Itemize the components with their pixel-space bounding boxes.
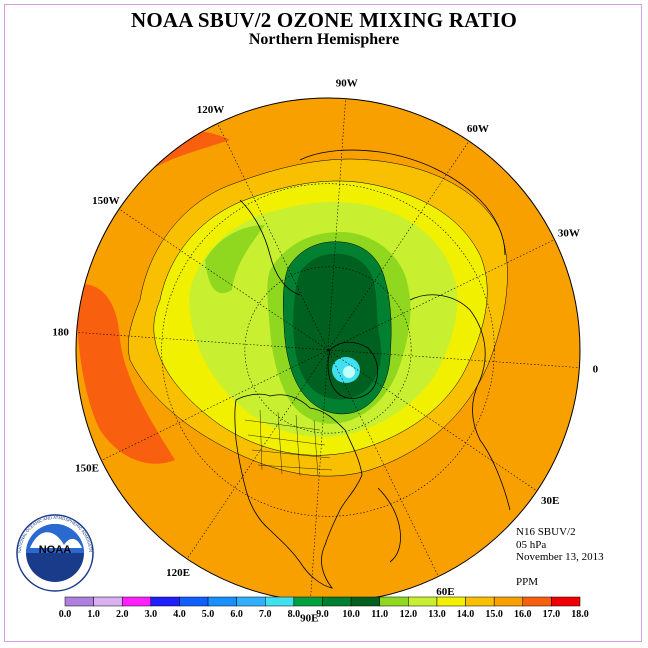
band-6-7 bbox=[343, 366, 355, 378]
greenland-coast bbox=[327, 341, 379, 399]
logo-bird-icon bbox=[30, 532, 82, 548]
longitude-labels: 90E 60E 30E 0 30W 60W 90W 120W 150W 180 150E 120E bbox=[52, 78, 598, 625]
meridian-line bbox=[327, 349, 439, 577]
longitude-label: 180 bbox=[52, 326, 69, 338]
logo-text: NOAA bbox=[39, 544, 71, 556]
state-lines-h bbox=[244, 419, 333, 471]
meridian-line bbox=[327, 98, 346, 351]
pressure-level-label: 05 hPa bbox=[516, 539, 547, 551]
map-title: NOAA SBUV/2 OZONE MIXING RATIO bbox=[131, 8, 517, 32]
longitude-label: 60E bbox=[436, 586, 454, 598]
graticule-layer bbox=[76, 98, 580, 602]
colorbar-swatch bbox=[236, 596, 266, 607]
units-label: PPM bbox=[516, 576, 539, 588]
meridian-line bbox=[327, 349, 580, 368]
band-15-16-b bbox=[76, 284, 175, 464]
colorbar-tick-label: 7.0 bbox=[259, 609, 272, 620]
colorbar-swatch bbox=[179, 596, 209, 607]
colorbar-tick-label: 9.0 bbox=[316, 609, 329, 620]
latitude-circle bbox=[244, 266, 412, 434]
siberia-coast bbox=[239, 199, 301, 296]
south-america-coast bbox=[377, 487, 401, 563]
colorbar-tick-label: 10.0 bbox=[342, 609, 360, 620]
band-10-11-a bbox=[205, 225, 265, 294]
meridian-line bbox=[217, 123, 329, 351]
contour-14 bbox=[128, 158, 508, 477]
colorbar-tick-label: 8.0 bbox=[288, 609, 301, 620]
contour-fill-layer bbox=[76, 98, 580, 602]
colorbar-tick-label: 5.0 bbox=[202, 609, 215, 620]
colorbar-tick-label: 0.0 bbox=[59, 609, 72, 620]
longitude-label: 90W bbox=[336, 78, 358, 90]
colorbar-swatch bbox=[350, 596, 380, 607]
colorbar-tick-label: 2.0 bbox=[116, 609, 129, 620]
longitude-label: 120E bbox=[166, 567, 190, 579]
north-america-coast bbox=[234, 393, 363, 589]
contour-10 bbox=[282, 241, 392, 415]
longitude-label: 60W bbox=[467, 123, 489, 135]
colorbar-tick-label: 13.0 bbox=[428, 609, 446, 620]
colorbar-swatch bbox=[379, 596, 409, 607]
longitude-label: 150E bbox=[75, 462, 99, 474]
colorbar-tick-label: 11.0 bbox=[371, 609, 388, 620]
colorbar-tick-label: 15.0 bbox=[485, 609, 503, 620]
figure-frame bbox=[4, 4, 642, 642]
europe-africa-coast bbox=[409, 294, 511, 511]
colorbar-swatch bbox=[465, 596, 495, 607]
meridian-line bbox=[327, 140, 470, 351]
longitude-label: 120W bbox=[197, 104, 225, 116]
colorbar-tick-label: 16.0 bbox=[514, 609, 532, 620]
state-lines-v bbox=[259, 409, 319, 477]
meridian-line bbox=[76, 332, 329, 351]
colorbar-swatch bbox=[93, 596, 123, 607]
meridian-line bbox=[310, 349, 329, 602]
colorbar-tick-label: 1.0 bbox=[87, 609, 100, 620]
colorbar-tick-label: 18.0 bbox=[571, 609, 589, 620]
meridian-line bbox=[327, 239, 555, 351]
date-label: November 13, 2013 bbox=[516, 551, 604, 563]
meridian-line bbox=[118, 208, 329, 351]
colorbar: 0.0 1.0 2.0 3.0 4.0 5.0 6.0 7.0 8.0 9.0 10.0 11.0 12… bbox=[59, 596, 589, 620]
colorbar-swatch bbox=[436, 596, 466, 607]
colorbar-swatch bbox=[322, 596, 352, 607]
colorbar-swatch bbox=[265, 596, 295, 607]
colorbar-swatch bbox=[293, 596, 323, 607]
colorbar-tick-label: 6.0 bbox=[230, 609, 243, 620]
colorbar-tick-label: 12.0 bbox=[400, 609, 418, 620]
colorbar-tick-label: 14.0 bbox=[457, 609, 475, 620]
colorbar-swatch bbox=[493, 596, 524, 607]
longitude-label: 30E bbox=[541, 495, 559, 507]
instrument-label: N16 SBUV/2 bbox=[516, 526, 576, 538]
colorbar-swatch bbox=[64, 596, 94, 607]
band-8-9 bbox=[293, 253, 382, 400]
longitude-label: 90E bbox=[300, 612, 318, 624]
colorbar-tick-label: 17.0 bbox=[543, 609, 561, 620]
coastline-layer bbox=[234, 149, 511, 589]
longitude-label: 150W bbox=[92, 195, 120, 207]
colorbar-swatch bbox=[522, 596, 552, 607]
longitude-label: 0 bbox=[593, 364, 599, 376]
colorbar-swatch bbox=[207, 596, 237, 607]
colorbar-swatch bbox=[150, 596, 180, 607]
map-subtitle: Northern Hemisphere bbox=[248, 31, 400, 48]
colorbar-tick-label: 4.0 bbox=[173, 609, 186, 620]
colorbar-swatch bbox=[408, 596, 438, 607]
contour-13 bbox=[153, 180, 488, 456]
latitude-circle bbox=[161, 183, 495, 517]
colorbar-swatch bbox=[121, 596, 152, 607]
noaa-logo: NOAA NATIONAL OCEANIC AND ATMOSPHERIC AD… bbox=[0, 0, 94, 592]
meridian-line bbox=[101, 349, 329, 461]
longitude-label: 30W bbox=[558, 228, 580, 240]
colorbar-swatch bbox=[551, 596, 581, 607]
contour-line-layer bbox=[128, 158, 508, 477]
colorbar-tick-label: 3.0 bbox=[145, 609, 158, 620]
us-states-layer bbox=[244, 409, 333, 477]
meridian-line bbox=[327, 349, 538, 492]
asia-coast bbox=[299, 149, 506, 256]
meridian-line bbox=[186, 349, 329, 560]
